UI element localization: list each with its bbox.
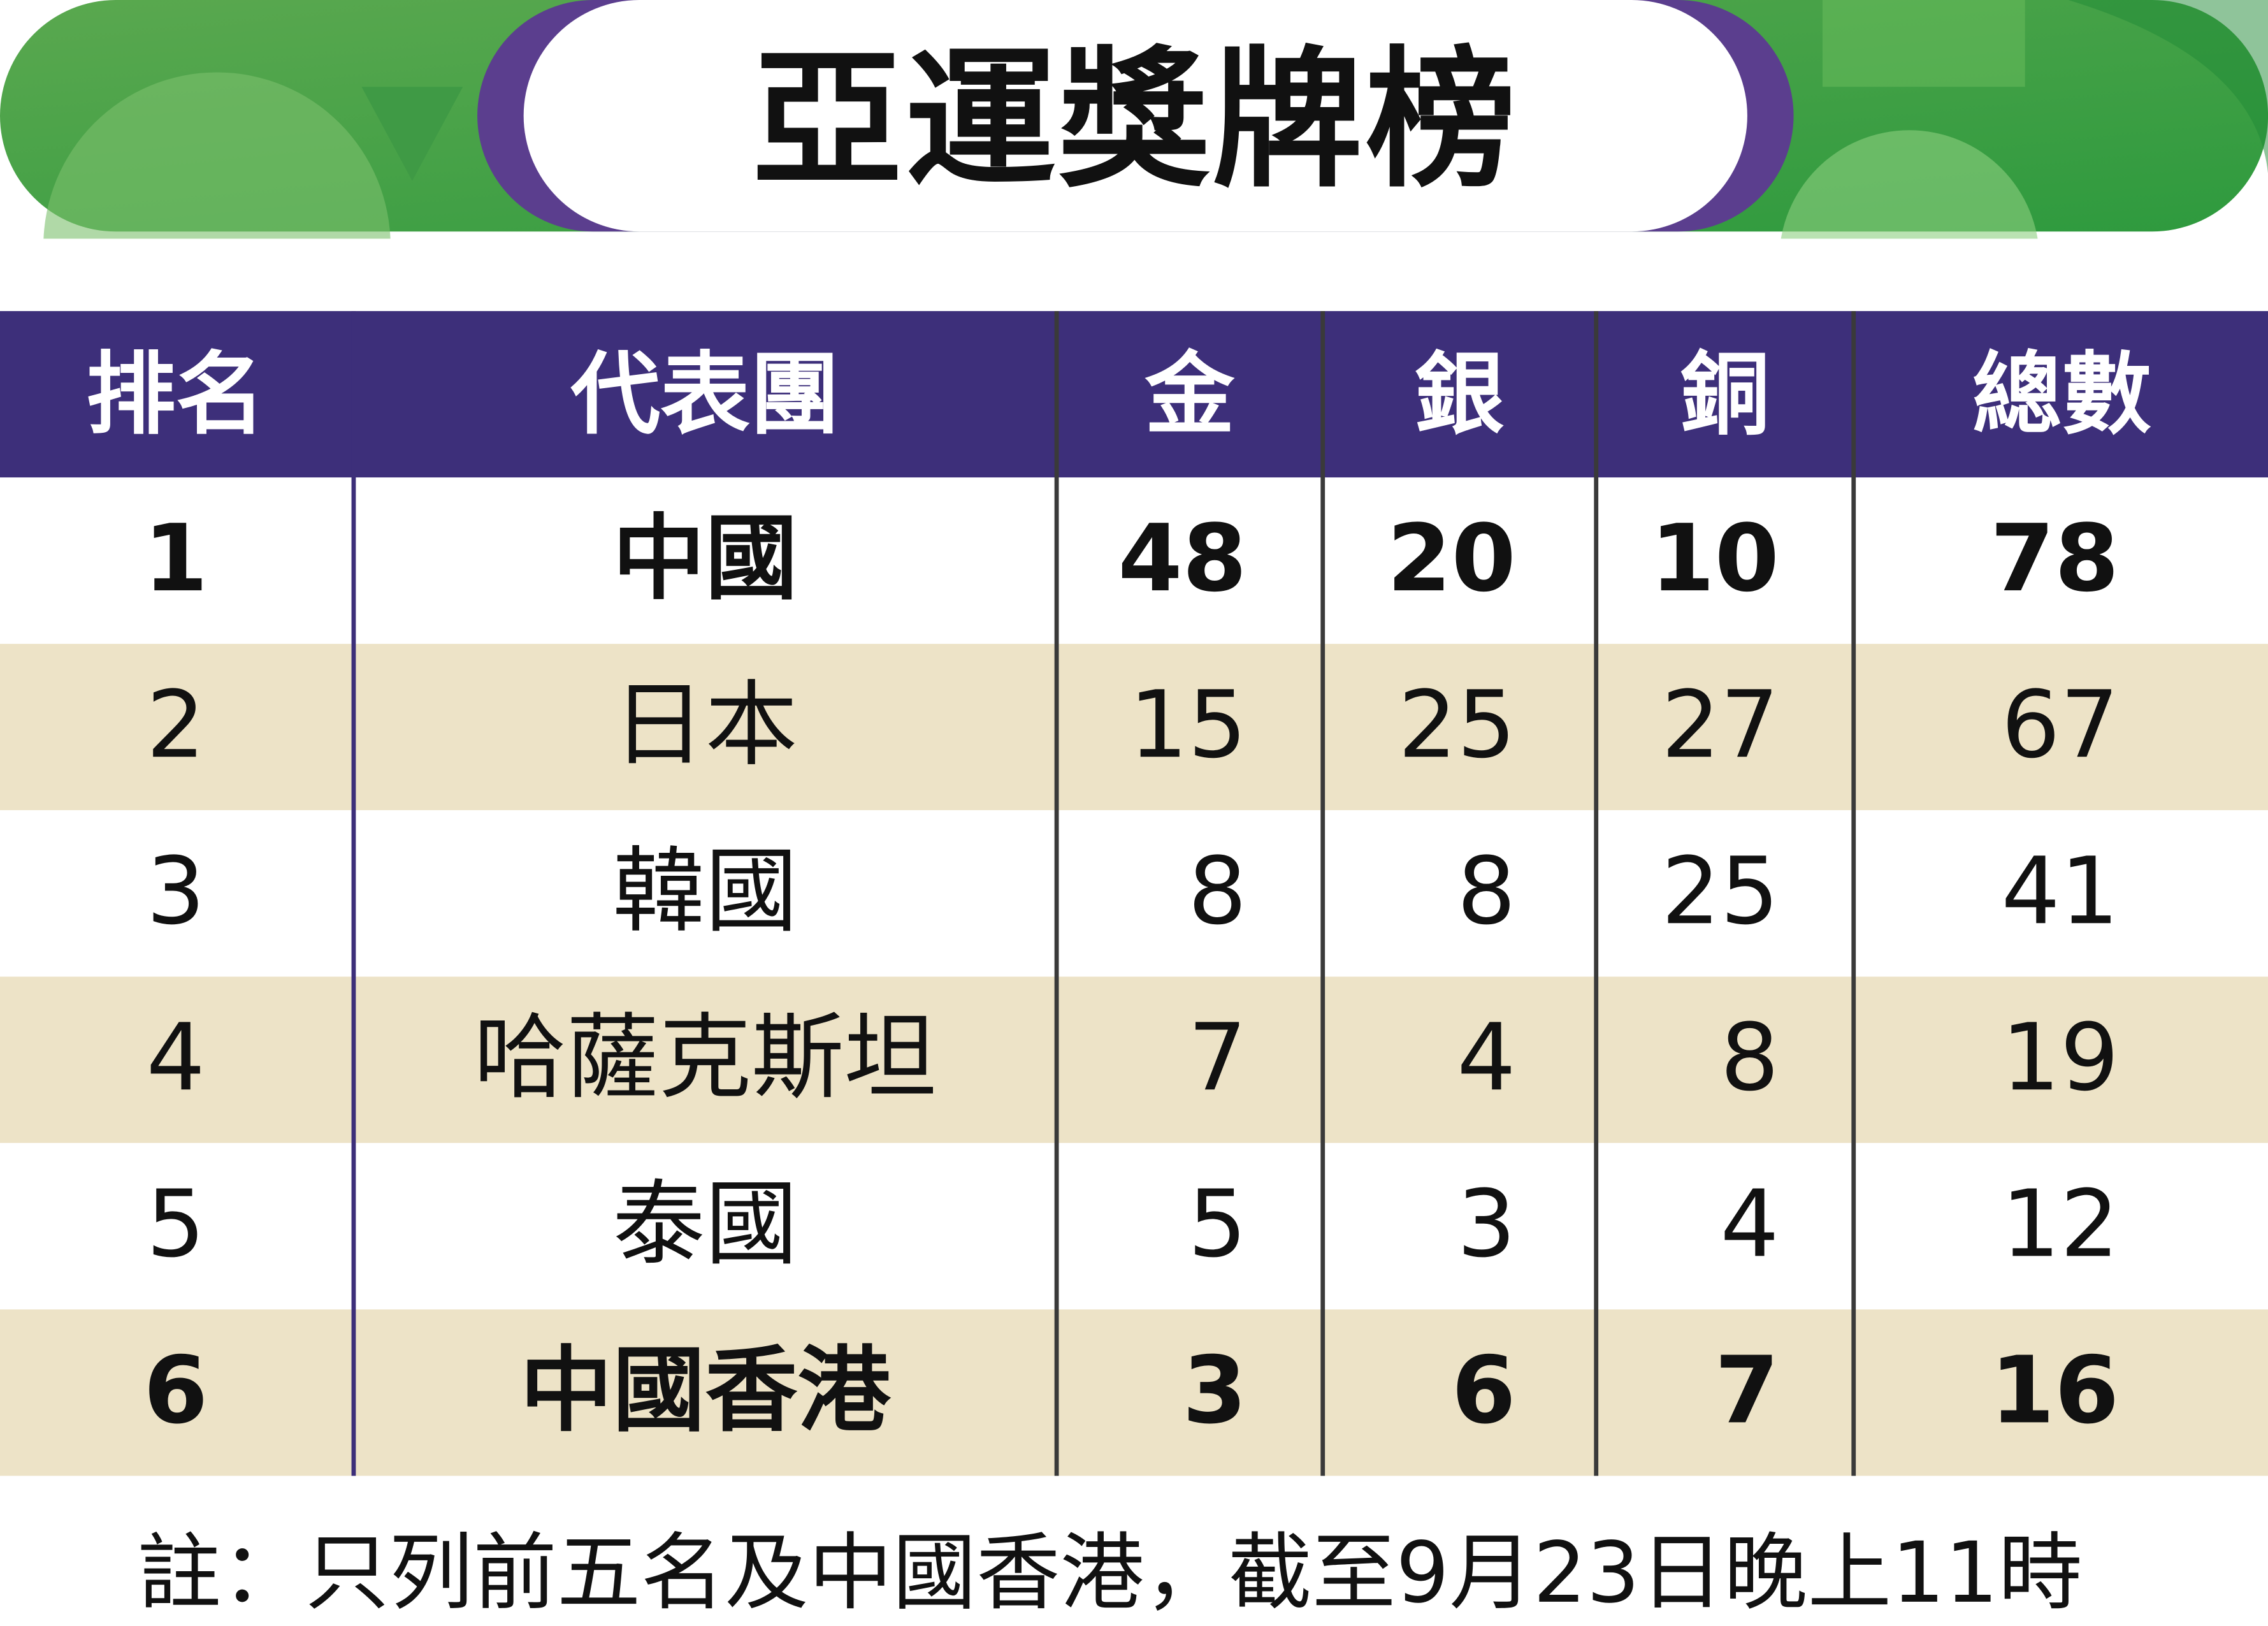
- rank: 6: [143, 1338, 208, 1446]
- table-row: 4 哈薩克斯坦 7 4 8 19: [0, 976, 2268, 1143]
- table-row: 6 中國香港 3 6 7 16: [0, 1309, 2268, 1476]
- column-header: 銅: [1680, 341, 1770, 447]
- medal-count: 10: [1650, 506, 1779, 614]
- team-name: 泰國: [612, 1172, 798, 1279]
- rank: 3: [146, 839, 205, 947]
- column-header: 代表團: [570, 341, 840, 447]
- medal-count: 3: [1182, 1338, 1247, 1446]
- column-header: 排名: [86, 341, 266, 447]
- footnote: 註：只列前五名及中國香港，截至9月23日晚上11時: [137, 1523, 2083, 1622]
- medal-count: 8: [1457, 839, 1516, 947]
- medal-count: 27: [1661, 672, 1779, 780]
- team-name: 日本: [612, 672, 798, 780]
- medal-count: 4: [1457, 1005, 1516, 1113]
- rank: 5: [146, 1172, 205, 1279]
- medal-count: 7: [1188, 1005, 1247, 1113]
- team-name: 中國香港: [519, 1338, 891, 1446]
- medal-count: 4: [1720, 1172, 1779, 1279]
- medal-count: 67: [2001, 672, 2120, 780]
- team-name: 中國: [612, 506, 798, 614]
- medal-count: 7: [1714, 1338, 1779, 1446]
- rank: 2: [146, 672, 205, 780]
- medal-count: 16: [1990, 1338, 2120, 1446]
- table-row: 2 日本 15 25 27 67: [0, 644, 2268, 811]
- medal-count: 19: [2001, 1005, 2120, 1113]
- medal-count: 8: [1720, 1005, 1779, 1113]
- banner: [0, 0, 2268, 239]
- medal-count: 20: [1387, 506, 1516, 614]
- table-row: 3 韓國 8 8 25 41: [0, 810, 2268, 977]
- medal-count: 5: [1188, 1172, 1247, 1279]
- table-row: 1 中國 48 20 10 78: [0, 477, 2268, 644]
- team-name: 韓國: [612, 839, 798, 947]
- header-row: 排名 代表團 金 銀 銅 總數: [0, 311, 2268, 478]
- column-header: 金: [1145, 341, 1235, 447]
- medal-count: 6: [1451, 1338, 1516, 1446]
- medal-count: 12: [2001, 1172, 2120, 1279]
- column-header: 總數: [1972, 341, 2152, 447]
- table-row: 5 泰國 5 3 4 12: [0, 1143, 2268, 1310]
- column-divider: [1594, 311, 1599, 1476]
- medal-count: 25: [1398, 672, 1516, 780]
- medal-count: 15: [1129, 672, 1247, 780]
- rank: 1: [143, 506, 208, 614]
- medal-count: 25: [1661, 839, 1779, 947]
- column-header: 銀: [1414, 341, 1505, 447]
- medal-count: 8: [1188, 839, 1247, 947]
- column-divider: [1851, 311, 1856, 1476]
- column-divider: [1320, 311, 1325, 1476]
- team-name: 哈薩克斯坦: [473, 1005, 937, 1113]
- medal-count: 41: [2001, 839, 2120, 947]
- title: 亞運獎牌榜: [752, 31, 1519, 208]
- medal-count: 78: [1990, 506, 2120, 614]
- medal-count: 3: [1457, 1172, 1516, 1279]
- column-divider: [1054, 311, 1059, 1476]
- column-divider: [351, 311, 356, 1476]
- rank: 4: [146, 1005, 205, 1113]
- medal-count: 48: [1118, 506, 1247, 614]
